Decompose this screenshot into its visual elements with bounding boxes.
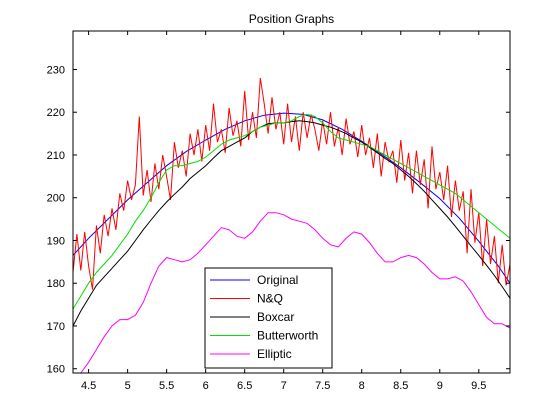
x-tick-label: 7 bbox=[281, 380, 287, 392]
x-tick-label: 6.5 bbox=[237, 380, 252, 392]
x-tick-label: 9.5 bbox=[471, 380, 486, 392]
legend-label-elliptic: Elliptic bbox=[257, 347, 292, 361]
x-axis: 4.5 5 5.5 6 6.5 7 7.5 8 8.5 9 9.5 bbox=[81, 31, 486, 392]
x-tick-label: 8 bbox=[359, 380, 365, 392]
x-tick-label: 4.5 bbox=[81, 380, 96, 392]
series-line-boxcar bbox=[73, 120, 510, 327]
series-line-elliptic bbox=[80, 212, 510, 373]
y-tick-label: 160 bbox=[47, 364, 65, 376]
y-tick-label: 190 bbox=[47, 235, 65, 247]
legend-label-original: Original bbox=[257, 273, 298, 287]
x-tick-label: 6 bbox=[203, 380, 209, 392]
y-tick-label: 170 bbox=[47, 321, 65, 333]
legend: Original N&Q Boxcar Butterworth Elliptic bbox=[204, 267, 333, 369]
y-axis: 160 170 180 190 200 210 220 230 bbox=[47, 64, 510, 376]
y-tick-label: 220 bbox=[47, 107, 65, 119]
series-layer bbox=[73, 77, 510, 373]
legend-label-boxcar: Boxcar bbox=[257, 310, 294, 324]
legend-box bbox=[204, 267, 333, 369]
legend-label-butterworth: Butterworth bbox=[257, 329, 318, 343]
y-tick-label: 180 bbox=[47, 278, 65, 290]
series-line-original bbox=[73, 112, 510, 284]
y-tick-label: 210 bbox=[47, 150, 65, 162]
x-tick-label: 5 bbox=[125, 380, 131, 392]
x-tick-label: 8.5 bbox=[393, 380, 408, 392]
x-tick-label: 9 bbox=[437, 380, 443, 392]
x-tick-label: 5.5 bbox=[159, 380, 174, 392]
legend-label-n-q: N&Q bbox=[257, 292, 283, 306]
plot-frame bbox=[72, 30, 511, 374]
series-line-butterworth bbox=[73, 113, 510, 310]
x-tick-label: 7.5 bbox=[315, 380, 330, 392]
y-tick-label: 200 bbox=[47, 193, 65, 205]
y-tick-label: 230 bbox=[47, 64, 65, 76]
chart-title: Position Graphs bbox=[249, 12, 334, 26]
